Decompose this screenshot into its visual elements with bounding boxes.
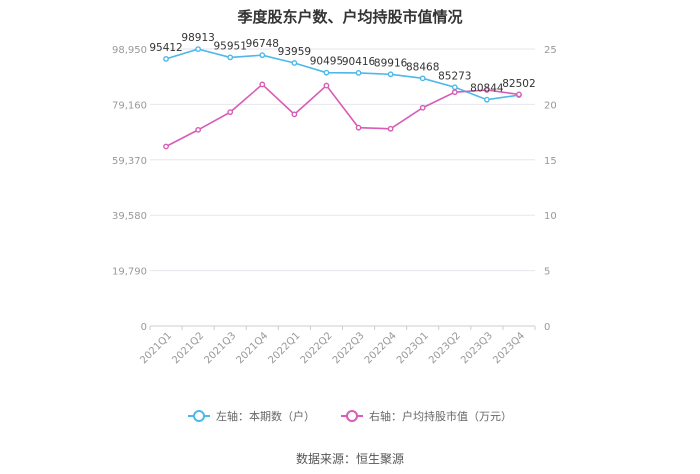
x-axis-tick-label: 2022Q1 <box>267 330 303 366</box>
x-axis-tick-label: 2023Q3 <box>459 330 495 366</box>
point-right <box>227 109 234 116</box>
data-label: 88468 <box>406 61 439 73</box>
point-right <box>291 111 298 118</box>
chart-title: 季度股东户数、户均持股市值情况 <box>237 8 463 26</box>
data-label: 95951 <box>214 40 247 52</box>
legend-swatch-right-icon <box>341 410 363 422</box>
right-axis-tick-label: 0 <box>544 322 550 333</box>
point-right <box>387 125 394 132</box>
legend-label-left: 左轴：本期数（户） <box>216 410 315 423</box>
series-markers <box>163 46 522 150</box>
point-left <box>291 60 298 66</box>
x-axis-tick-label: 2021Q2 <box>170 330 206 366</box>
data-label: 82502 <box>502 78 535 90</box>
data-label: 93959 <box>278 46 311 58</box>
legend-item-left[interactable]: 左轴：本期数（户） <box>188 408 315 424</box>
data-label: 85273 <box>438 70 471 82</box>
left-axis-tick-label: 59,370 <box>112 156 147 167</box>
x-axis-tick-label: 2022Q4 <box>363 330 399 366</box>
source-note: 数据来源：恒生聚源 <box>295 452 404 466</box>
point-right <box>323 82 330 89</box>
legend-item-right[interactable]: 右轴：户均持股市值（万元） <box>341 408 512 424</box>
right-axis-tick-label: 10 <box>544 211 557 222</box>
point-left <box>387 71 394 78</box>
point-left <box>451 84 458 91</box>
data-label: 89916 <box>374 57 408 69</box>
series-line-right <box>165 83 520 148</box>
right-axis-tick-label: 5 <box>544 267 550 278</box>
left-axis-tick-label: 98,950 <box>112 45 147 56</box>
point-right <box>163 143 169 150</box>
point-right <box>516 91 522 98</box>
legend-label-right: 右轴：户均持股市值（万元） <box>369 410 512 423</box>
x-axis-tick-label: 2022Q3 <box>331 330 367 366</box>
x-axis-tick-label: 2021Q4 <box>235 330 271 366</box>
left-axis-tick-label: 0 <box>141 322 147 333</box>
x-axis-tick-label: 2023Q2 <box>427 330 463 366</box>
left-axis-tick-label: 19,790 <box>112 267 147 278</box>
x-axis-tick-label: 2022Q2 <box>299 330 335 366</box>
legend: 左轴：本期数（户） 右轴：户均持股市值（万元） <box>0 408 700 424</box>
legend-swatch-left-icon <box>188 410 210 422</box>
x-axis-tick-label: 2023Q4 <box>491 330 527 366</box>
grid-lines <box>149 48 536 330</box>
point-right <box>451 89 458 96</box>
point-right <box>195 126 202 133</box>
point-left <box>259 52 266 59</box>
left-axis-tick-label: 79,160 <box>112 100 147 111</box>
data-label: 98913 <box>181 32 214 44</box>
right-axis-tick-label: 20 <box>544 100 557 111</box>
point-right <box>419 104 426 111</box>
data-labels: 9541298913959519674893959904959041689916… <box>149 32 535 95</box>
point-right <box>355 124 362 131</box>
point-left <box>227 54 234 61</box>
point-left <box>483 96 490 103</box>
x-axis-tick-label: 2021Q1 <box>138 330 174 366</box>
series-line-left <box>165 48 520 101</box>
right-axis-tick-label: 25 <box>544 45 557 56</box>
data-label: 96748 <box>246 38 279 50</box>
point-left <box>163 56 169 62</box>
data-label: 90495 <box>310 56 343 68</box>
point-left <box>355 69 362 76</box>
right-axis-tick-label: 15 <box>544 156 557 167</box>
x-axis-tick-label: 2021Q3 <box>202 330 238 366</box>
data-label: 80844 <box>470 83 504 95</box>
point-left <box>419 75 426 82</box>
data-label: 90416 <box>342 56 376 68</box>
point-left <box>195 46 202 53</box>
point-left <box>323 69 330 76</box>
point-right <box>259 81 266 88</box>
point-right <box>483 87 490 93</box>
left-axis-tick-label: 39,580 <box>112 211 147 222</box>
x-axis-tick-label: 2023Q1 <box>395 330 431 366</box>
series-lines <box>165 48 520 148</box>
data-label: 95412 <box>149 42 182 54</box>
